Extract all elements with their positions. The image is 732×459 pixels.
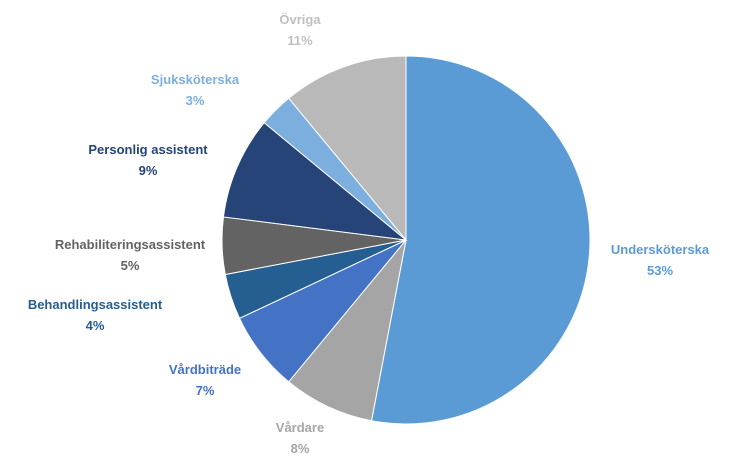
slice-label: Vårdare 8% xyxy=(240,417,360,459)
category-label: Personlig assistent xyxy=(88,142,208,157)
value-label: 5% xyxy=(120,258,140,273)
slice-label: Sjuksköterska 3% xyxy=(125,69,265,111)
value-label: 53% xyxy=(646,263,674,278)
slice-label: Övriga 11% xyxy=(240,9,360,51)
slice-label: Behandlingsassistent 4% xyxy=(0,294,195,336)
category-label: Rehabiliteringsassistent xyxy=(54,237,206,252)
value-label: 9% xyxy=(138,163,158,178)
category-label: Undersköterska xyxy=(610,242,710,257)
category-label: Vårdare xyxy=(275,420,325,435)
slice xyxy=(222,122,408,241)
slice-label: Vårdbiträde 7% xyxy=(145,359,265,401)
category-label: Sjuksköterska xyxy=(150,72,240,87)
value-label: 4% xyxy=(85,318,105,333)
slice-label: Rehabiliteringsassistent 5% xyxy=(46,234,214,276)
slice xyxy=(288,55,407,242)
slice-label: Personlig assistent 9% xyxy=(48,139,248,181)
category-label: Vårdbiträde xyxy=(168,362,242,377)
category-label: Behandlingsassistent xyxy=(27,297,163,312)
slice xyxy=(370,55,591,425)
category-label: Övriga xyxy=(279,12,321,27)
value-label: 3% xyxy=(185,93,205,108)
value-label: 8% xyxy=(290,441,310,456)
value-label: 7% xyxy=(195,383,215,398)
value-label: 11% xyxy=(287,33,313,48)
slice-label: Undersköterska 53% xyxy=(600,239,720,281)
slice xyxy=(288,239,407,422)
